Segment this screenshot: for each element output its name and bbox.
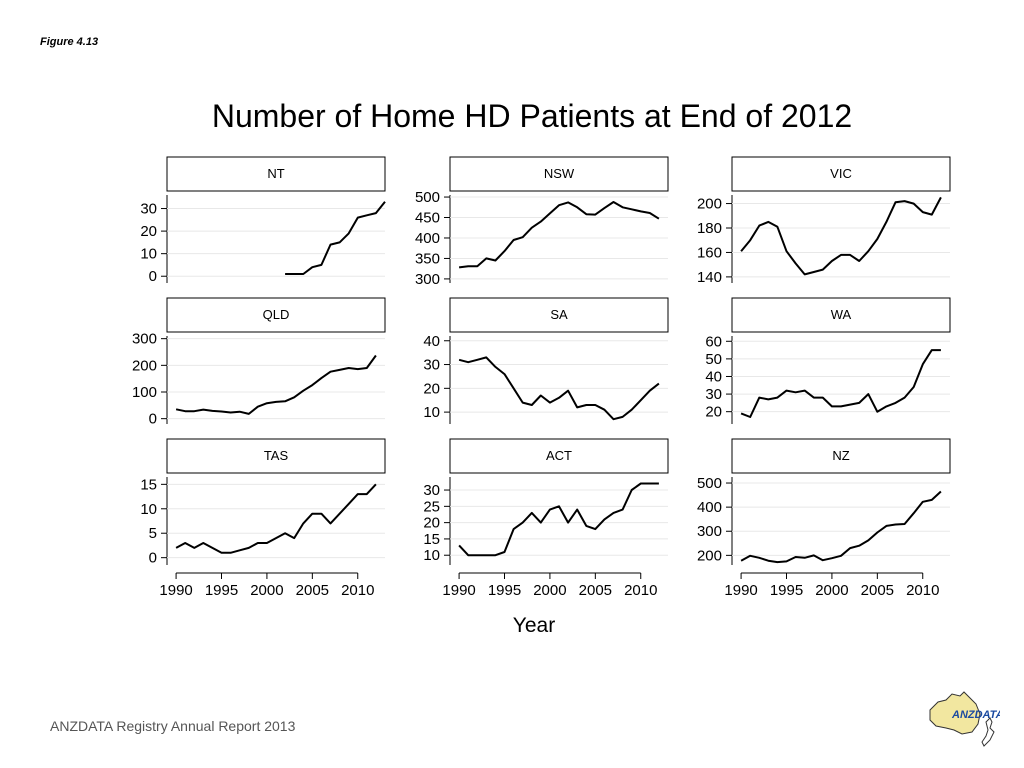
y-tick-label-nz: 500 [697,475,722,492]
panel-strip-vic [731,156,951,192]
y-tick-label-nsw: 400 [415,230,440,247]
x-tick-label-nz: 2010 [906,582,939,599]
y-tick-label-nsw: 350 [415,250,440,267]
y-tick-label-nt: 0 [149,268,157,285]
y-tick-label-act: 25 [423,498,440,515]
x-tick-label-tas: 2005 [296,582,329,599]
x-tick-label-act: 2005 [579,582,612,599]
x-tick-label-act: 2010 [624,582,657,599]
series-line-vic [740,196,942,276]
y-tick-label-tas: 15 [140,476,157,493]
y-tick-label-act: 20 [423,515,440,532]
new-zealand-map-icon [981,717,995,747]
y-tick-label-nt: 30 [140,201,157,218]
y-tick-label-act: 15 [423,531,440,548]
y-tick-label-tas: 0 [149,550,157,567]
y-tick-label-vic: 180 [697,220,722,237]
panel-strip-nt [166,156,386,192]
y-tick-label-sa: 40 [423,333,440,350]
y-tick-label-nsw: 450 [415,210,440,227]
panel-strip-tas [166,438,386,474]
y-tick-label-sa: 30 [423,357,440,374]
y-tick-label-sa: 20 [423,380,440,397]
y-tick-label-nz: 200 [697,547,722,564]
y-tick-label-wa: 50 [705,351,722,368]
series-line-nt [285,201,386,275]
series-line-sa [458,356,660,421]
x-tick-label-nz: 2000 [815,582,848,599]
y-tick-label-nsw: 500 [415,189,440,206]
x-tick-label-act: 2000 [533,582,566,599]
x-tick-label-tas: 2000 [250,582,283,599]
chart-title: Number of Home HD Patients at End of 201… [211,98,853,134]
figure-label: Figure 4.13 [40,36,99,48]
x-tick-label-act: 1990 [442,582,475,599]
panel-strip-wa [731,297,951,333]
panel-label-sa: SA [550,307,568,322]
y-tick-label-qld: 0 [149,411,157,428]
series-line-tas [175,483,377,554]
x-tick-label-tas: 2010 [341,582,374,599]
x-tick-label-act: 1995 [488,582,521,599]
y-tick-label-vic: 140 [697,269,722,286]
panel-label-wa: WA [831,307,852,322]
panel-strip-qld [166,297,386,333]
panel-label-nz: NZ [832,448,849,463]
y-tick-label-nsw: 300 [415,271,440,288]
panel-label-nt: NT [267,166,284,181]
anzdata-logo: ANZDATA [929,691,1000,747]
y-tick-label-nz: 300 [697,523,722,540]
y-tick-label-qld: 200 [132,357,157,374]
series-line-nz [740,490,942,564]
x-tick-label-tas: 1990 [159,582,192,599]
y-tick-label-qld: 300 [132,331,157,348]
panel-strip-nz [731,438,951,474]
series-line-qld [175,354,377,415]
y-tick-label-wa: 30 [705,386,722,403]
panel-strip-nsw [449,156,669,192]
panel-label-vic: VIC [830,166,852,181]
australia-map-icon [929,691,981,735]
y-tick-label-sa: 10 [423,404,440,421]
panel-strip-sa [449,297,669,333]
panel-label-tas: TAS [264,448,289,463]
x-tick-label-nz: 1995 [770,582,803,599]
footer-text: ANZDATA Registry Annual Report 2013 [50,718,296,734]
series-line-nsw [458,201,660,269]
panel-strip-act [449,438,669,474]
series-line-act [458,482,659,557]
y-tick-label-wa: 20 [705,404,722,421]
y-tick-label-wa: 40 [705,368,722,385]
y-tick-label-tas: 5 [149,525,157,542]
y-tick-label-act: 30 [423,482,440,499]
x-axis-label: Year [512,614,556,637]
y-tick-label-vic: 200 [697,196,722,213]
y-tick-label-nt: 10 [140,246,157,263]
y-tick-label-act: 10 [423,547,440,564]
y-tick-label-tas: 10 [140,501,157,518]
y-tick-label-qld: 100 [132,384,157,401]
x-tick-label-nz: 1990 [724,582,757,599]
panel-label-nsw: NSW [544,166,575,181]
logo-text: ANZDATA [951,709,1000,721]
panel-label-qld: QLD [263,307,290,322]
y-tick-label-nz: 400 [697,499,722,516]
panel-label-act: ACT [546,448,572,463]
y-tick-label-nt: 20 [140,223,157,240]
x-tick-label-nz: 2005 [861,582,894,599]
x-tick-label-tas: 1995 [205,582,238,599]
series-line-wa [740,349,941,418]
y-tick-label-vic: 160 [697,244,722,261]
y-tick-label-wa: 60 [705,333,722,350]
